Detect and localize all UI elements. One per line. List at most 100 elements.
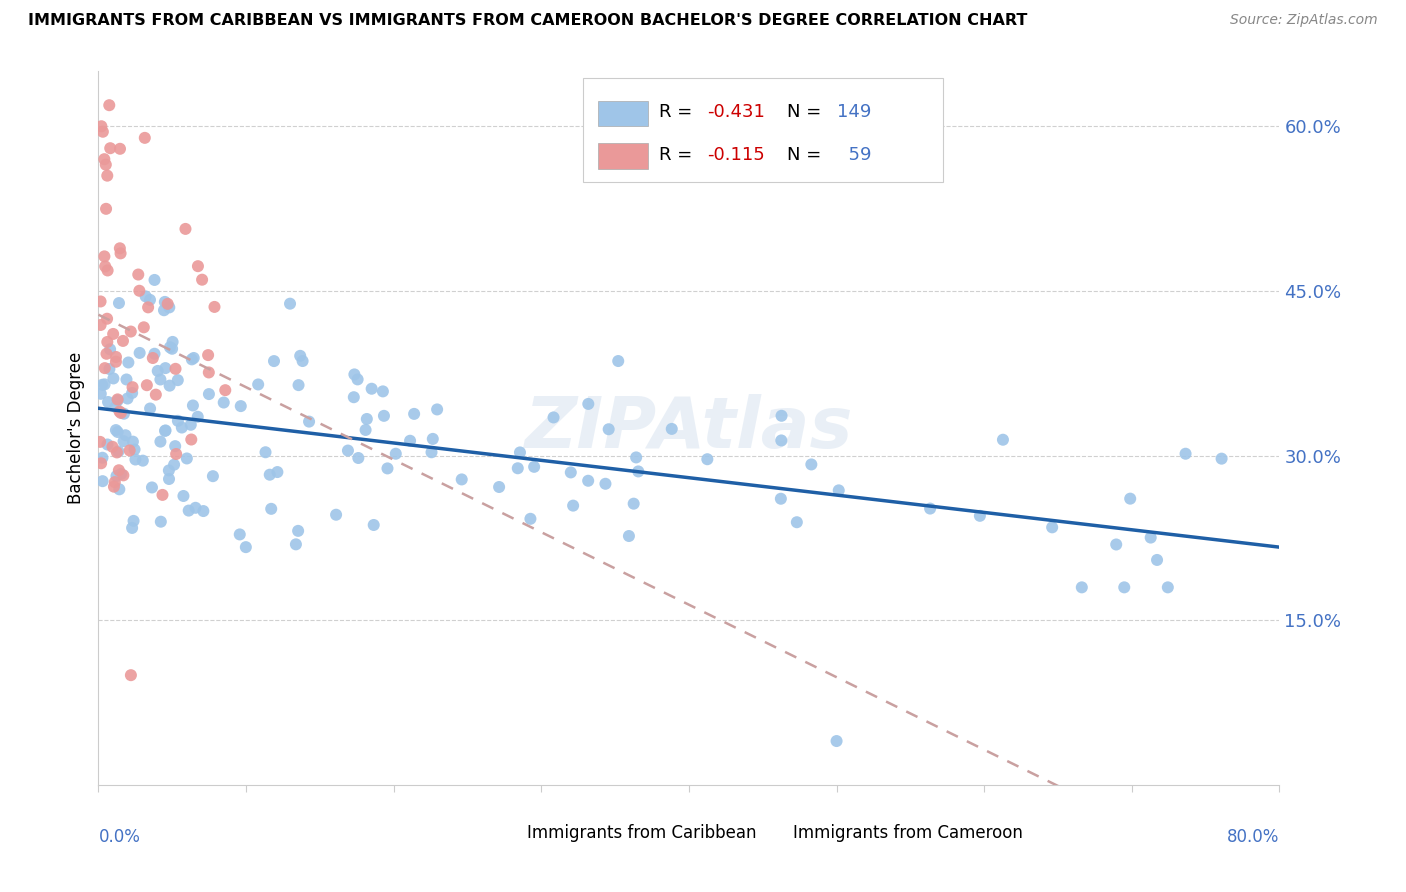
Point <box>290 349 312 363</box>
Point <box>124 442 146 457</box>
Point <box>157 301 180 315</box>
Point <box>153 294 176 309</box>
Point <box>105 445 128 459</box>
Point <box>287 524 309 538</box>
Point <box>385 447 408 461</box>
Point <box>112 468 135 483</box>
Point <box>139 293 162 307</box>
Point <box>187 259 209 273</box>
Point <box>167 414 190 428</box>
Text: R =: R = <box>659 146 693 164</box>
Point <box>506 461 529 475</box>
Point <box>404 407 426 421</box>
Point <box>104 475 127 489</box>
Point <box>229 527 252 541</box>
Point <box>291 354 314 368</box>
Point <box>278 296 301 310</box>
Point <box>136 301 159 315</box>
Point <box>110 467 132 481</box>
Point <box>624 450 647 465</box>
Point <box>336 443 359 458</box>
Point <box>141 480 163 494</box>
Point <box>94 158 117 172</box>
Point <box>91 377 114 392</box>
Point <box>422 432 444 446</box>
Point <box>93 152 115 166</box>
Point <box>90 120 112 134</box>
Point <box>90 294 112 309</box>
Point <box>111 334 134 348</box>
Point <box>93 377 115 392</box>
Point <box>696 452 718 467</box>
Point <box>509 445 531 459</box>
Point <box>132 320 155 334</box>
Point <box>107 393 129 408</box>
Point <box>769 491 792 506</box>
Point <box>1114 580 1136 594</box>
Point <box>770 434 793 448</box>
Point <box>287 378 309 392</box>
Point <box>128 284 150 298</box>
Point <box>112 434 135 449</box>
Point <box>1157 580 1180 594</box>
Point <box>576 397 599 411</box>
Point <box>828 483 851 498</box>
Point <box>204 300 226 314</box>
Point <box>153 424 176 438</box>
Point <box>969 508 991 523</box>
Point <box>143 273 166 287</box>
Point <box>155 361 177 376</box>
Point <box>107 444 129 458</box>
Point <box>1070 580 1092 594</box>
Text: R =: R = <box>659 103 693 121</box>
Point <box>162 334 184 349</box>
Point <box>159 378 181 392</box>
Point <box>117 355 139 369</box>
Point <box>174 222 197 236</box>
Point <box>94 361 117 376</box>
Point <box>121 386 143 401</box>
Text: 59: 59 <box>837 146 872 164</box>
Point <box>127 268 149 282</box>
Point <box>1040 520 1063 534</box>
Point <box>96 311 118 326</box>
Point <box>560 466 582 480</box>
Point <box>183 351 205 365</box>
Point <box>343 368 366 382</box>
Point <box>96 347 118 361</box>
Point <box>101 326 124 341</box>
Point <box>259 467 281 482</box>
Point <box>115 372 138 386</box>
Point <box>149 434 172 449</box>
Point <box>146 364 169 378</box>
Text: -0.115: -0.115 <box>707 146 765 164</box>
Point <box>770 409 793 423</box>
Point <box>134 131 156 145</box>
FancyBboxPatch shape <box>598 101 648 127</box>
Point <box>89 434 111 449</box>
Text: N =: N = <box>787 146 821 164</box>
Point <box>165 447 187 461</box>
Point <box>105 469 128 483</box>
Point <box>91 474 114 488</box>
Point <box>201 469 224 483</box>
Point <box>101 440 124 454</box>
Point <box>149 372 172 386</box>
Point <box>149 515 172 529</box>
Point <box>124 452 146 467</box>
Point <box>104 400 127 414</box>
FancyBboxPatch shape <box>598 144 648 169</box>
Point <box>371 384 394 399</box>
Point <box>284 537 307 551</box>
Point <box>177 503 200 517</box>
Point <box>120 668 142 682</box>
Point <box>266 465 288 479</box>
Point <box>920 501 942 516</box>
Point <box>90 386 112 401</box>
Point <box>135 289 157 303</box>
Point <box>543 410 565 425</box>
Point <box>104 423 127 437</box>
Point <box>108 296 131 310</box>
Point <box>187 409 209 424</box>
Point <box>576 474 599 488</box>
